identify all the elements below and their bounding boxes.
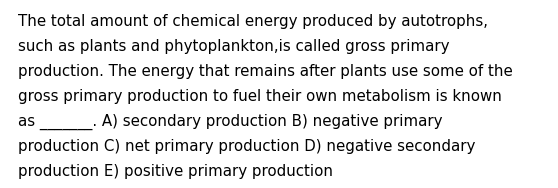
Text: production C) net primary production D) negative secondary: production C) net primary production D) … [18,139,475,154]
Text: production E) positive primary production: production E) positive primary productio… [18,164,333,179]
Text: as _______. A) secondary production B) negative primary: as _______. A) secondary production B) n… [18,114,442,130]
Text: The total amount of chemical energy produced by autotrophs,: The total amount of chemical energy prod… [18,14,488,29]
Text: such as plants and phytoplankton,is called gross primary: such as plants and phytoplankton,is call… [18,39,450,54]
Text: gross primary production to fuel their own metabolism is known: gross primary production to fuel their o… [18,89,502,104]
Text: production. The energy that remains after plants use some of the: production. The energy that remains afte… [18,64,513,79]
